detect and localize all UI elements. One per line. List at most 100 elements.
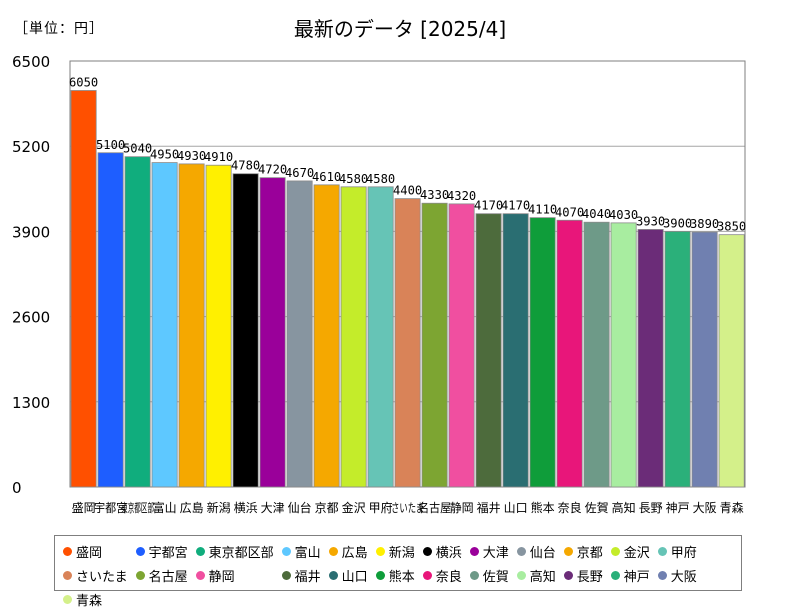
legend-label: 宇都宮 — [148, 545, 188, 561]
legend-label: 高知 — [529, 569, 556, 585]
x-tick-label: さいたま — [391, 501, 424, 515]
legend-label: 甲府 — [670, 545, 697, 561]
legend-label: 大津 — [482, 545, 509, 561]
x-tick-label: 佐賀 — [585, 501, 609, 515]
x-tick-label: 京都 — [315, 501, 339, 515]
value-label: 4110 — [528, 203, 557, 217]
bar — [583, 221, 610, 488]
bar — [718, 234, 745, 488]
legend-swatch — [63, 570, 72, 580]
legend-item: 富山 — [281, 540, 321, 562]
bar — [664, 230, 691, 488]
value-label: 4950 — [150, 148, 179, 162]
y-tick-label: 0 — [12, 479, 22, 497]
legend-swatch — [563, 570, 573, 580]
legend-item: 京都 — [563, 540, 603, 562]
legend-label: 横浜 — [435, 545, 462, 561]
legend-swatch — [469, 546, 479, 556]
value-label: 4930 — [177, 149, 206, 163]
bar — [70, 90, 97, 488]
y-tick-label: 6500 — [12, 53, 50, 71]
bar — [448, 203, 475, 488]
bar — [97, 152, 124, 488]
chart-title: 最新のデータ [2025/4] — [293, 17, 507, 41]
legend-label: 山口 — [341, 569, 368, 585]
bar — [637, 229, 664, 488]
x-tick-label: 金沢 — [342, 500, 366, 515]
legend-item: 横浜 — [422, 540, 462, 562]
y-tick-label: 2600 — [12, 309, 50, 327]
legend-swatch — [375, 546, 385, 556]
y-tick-label: 5200 — [12, 138, 50, 156]
legend-swatch — [135, 570, 145, 580]
legend-label: 静岡 — [208, 569, 235, 585]
legend-label: 新潟 — [388, 545, 415, 561]
x-tick-label: 仙台 — [288, 500, 312, 515]
value-label: 3900 — [663, 216, 692, 230]
legend-swatch — [657, 546, 667, 556]
value-label: 4670 — [285, 166, 314, 180]
x-tick-label: 横浜 — [234, 501, 258, 515]
bar — [691, 231, 718, 488]
legend-item: 佐賀 — [469, 564, 509, 586]
x-tick-label: 大阪 — [693, 501, 717, 515]
legend-label: 盛岡 — [76, 545, 103, 561]
x-tick-label: 宇都宮 — [94, 500, 127, 515]
bar — [394, 198, 421, 488]
legend-label: 神戸 — [623, 569, 650, 585]
value-label: 4070 — [555, 205, 584, 219]
legend-item: 仙台 — [516, 540, 556, 562]
legend-item: 大津 — [469, 540, 509, 562]
x-tick-label: 青森 — [720, 500, 744, 515]
legend-item: さいたま — [63, 564, 128, 586]
bar — [475, 213, 502, 488]
bar — [313, 184, 340, 488]
legend-item: 名古屋 — [135, 564, 188, 586]
value-label: 3890 — [690, 217, 719, 231]
value-label: 4170 — [501, 199, 530, 213]
legend-swatch — [281, 570, 291, 580]
legend-label: 熊本 — [388, 569, 415, 585]
value-label: 4720 — [258, 163, 287, 177]
value-label: 3850 — [717, 220, 746, 234]
legend-label: 東京都区部 — [208, 545, 274, 561]
bar — [286, 180, 313, 488]
legend-item: 広島 — [328, 540, 368, 562]
legend-label: 仙台 — [529, 545, 556, 561]
legend-label: 大阪 — [670, 569, 697, 585]
legend-label: 奈良 — [435, 569, 462, 585]
x-tick-label: 大津 — [261, 501, 285, 515]
x-tick-label: 名古屋 — [418, 500, 451, 515]
legend-swatch — [469, 570, 479, 580]
bar — [178, 163, 205, 488]
x-tick-label: 長野 — [639, 501, 663, 515]
legend-swatch — [657, 570, 667, 580]
legend-item: 金沢 — [610, 540, 650, 562]
legend-swatch — [195, 546, 205, 556]
bar — [232, 173, 259, 488]
bar — [259, 177, 286, 488]
value-label: 4580 — [366, 172, 395, 186]
bar — [556, 219, 583, 488]
legend-swatch — [63, 546, 72, 556]
value-label: 4780 — [231, 159, 260, 173]
legend-item: 熊本 — [375, 564, 415, 586]
legend-label: 富山 — [294, 545, 321, 561]
x-tick-label: 高知 — [612, 500, 636, 515]
value-label: 4030 — [609, 208, 638, 222]
chart-legend: 盛岡 宇都宮 東京都区部 富山 広島 新潟 横浜 大津 仙台 京都 金沢 甲府 さいたま 名古屋 静岡 福井 山… — [54, 535, 742, 609]
bar — [421, 202, 448, 488]
legend-label: 広島 — [341, 545, 368, 561]
legend-label: 青森 — [76, 593, 103, 609]
legend-swatch — [135, 546, 145, 556]
legend-item: 新潟 — [375, 540, 415, 562]
legend-item: 東京都区部 — [195, 540, 274, 562]
legend-label: 名古屋 — [148, 569, 188, 585]
x-tick-label: 広島 — [180, 500, 204, 515]
legend-swatch — [63, 594, 72, 604]
value-label: 5100 — [96, 138, 125, 152]
bar — [529, 217, 556, 488]
legend-item: 宇都宮 — [135, 540, 188, 562]
legend-item: 山口 — [328, 564, 368, 586]
legend-item: 高知 — [516, 564, 556, 586]
